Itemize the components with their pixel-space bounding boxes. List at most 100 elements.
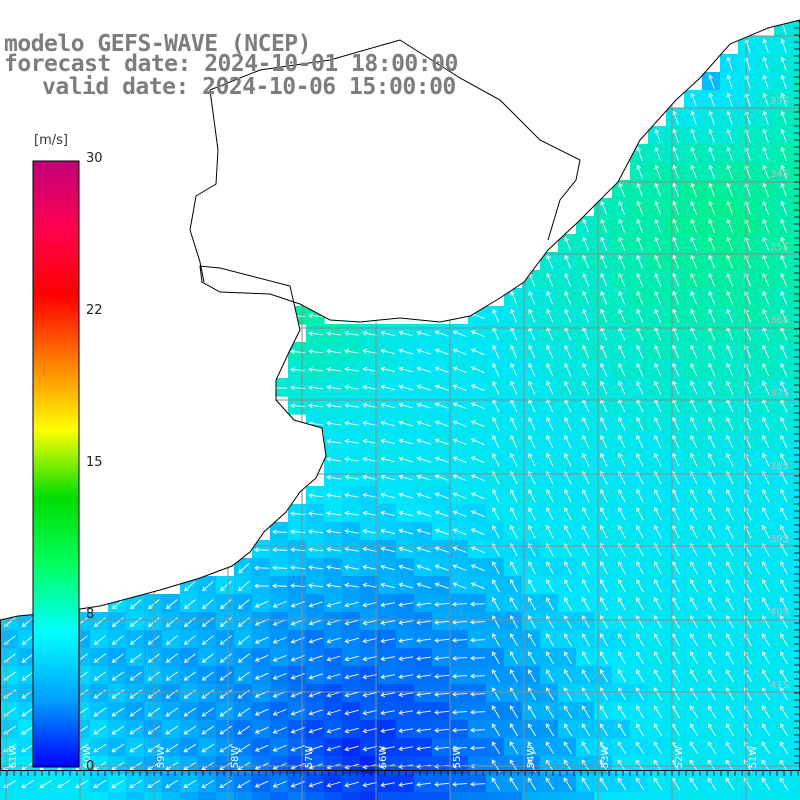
wind-arrow: [399, 511, 413, 517]
wind-arrow-head: [780, 92, 786, 98]
wind-arrow: [781, 39, 787, 53]
field-cell: [414, 594, 433, 613]
wind-arrow: [564, 525, 572, 539]
wind-arrow-head: [3, 658, 9, 663]
wind-arrow-head: [780, 128, 786, 134]
wind-arrow-head: [434, 366, 440, 372]
wind-arrow: [381, 547, 395, 553]
wind-arrow: [237, 707, 251, 717]
wind-arrow-head: [708, 290, 713, 296]
wind-arrow-head: [636, 597, 641, 602]
wind-arrow: [726, 507, 734, 521]
wind-arrow-head: [344, 402, 350, 408]
wind-arrow-head: [654, 344, 659, 350]
wind-arrow: [417, 367, 431, 373]
wind-arrow: [327, 691, 341, 697]
field-cell: [36, 792, 55, 800]
wind-arrow-head: [762, 56, 768, 62]
wind-arrow-head: [254, 621, 260, 626]
wind-arrow-head: [707, 741, 713, 747]
field-cell: [216, 666, 235, 685]
wind-arrow: [673, 111, 679, 125]
wind-arrow: [184, 599, 196, 609]
wind-arrow-head: [564, 344, 569, 350]
field-cell: [504, 792, 523, 800]
wind-arrow: [290, 386, 306, 390]
field-cell: [144, 774, 163, 793]
wind-arrow-head: [564, 236, 569, 242]
wind-arrow: [453, 547, 467, 553]
field-cell: [216, 720, 235, 739]
wind-arrow-head: [707, 687, 713, 692]
wind-arrow-head: [545, 633, 551, 638]
field-cell: [324, 360, 343, 379]
wind-arrow: [202, 689, 214, 699]
wind-arrow-head: [707, 723, 713, 729]
wind-arrow: [780, 345, 788, 359]
wind-arrow: [545, 741, 555, 755]
lon-label: 61W: [8, 746, 19, 769]
wind-arrow: [599, 705, 609, 719]
wind-arrow-head: [708, 200, 713, 206]
wind-arrow: [780, 273, 788, 287]
wind-arrow-head: [672, 579, 677, 584]
wind-arrow: [708, 651, 716, 665]
field-cell: [360, 342, 379, 361]
wind-arrow-head: [129, 712, 135, 717]
wind-arrow-head: [290, 367, 295, 373]
wind-arrow-head: [689, 741, 695, 747]
wind-arrow: [345, 512, 359, 516]
wind-arrow: [546, 597, 554, 611]
wind-arrow: [761, 777, 771, 791]
wind-arrow-head: [147, 658, 153, 663]
wind-arrow-head: [672, 597, 677, 602]
field-cell: [342, 774, 361, 793]
wind-arrow: [492, 363, 500, 377]
field-cell: [144, 720, 163, 739]
field-cell: [234, 666, 253, 685]
wind-arrow: [564, 363, 572, 377]
wind-arrow-head: [744, 308, 749, 314]
wind-arrow: [637, 165, 643, 179]
field-cell: [252, 612, 271, 631]
wind-arrow-head: [672, 236, 677, 242]
field-cell: [378, 576, 397, 595]
wind-arrow: [654, 237, 662, 251]
wind-arrow-head: [147, 604, 153, 610]
field-cell: [792, 594, 800, 613]
wind-arrow-head: [147, 712, 153, 717]
field-cell: [396, 504, 415, 523]
wind-arrow-head: [546, 344, 551, 350]
wind-arrow-head: [344, 728, 350, 734]
wind-arrow: [708, 561, 716, 575]
wind-arrow: [672, 291, 680, 305]
wind-arrow: [654, 453, 662, 467]
field-cell: [288, 630, 307, 649]
wind-arrow-head: [780, 434, 785, 440]
field-cell: [432, 738, 451, 757]
wind-arrow-head: [308, 331, 313, 336]
field-cell: [270, 594, 289, 613]
wind-arrow: [690, 561, 698, 575]
wind-arrow: [672, 255, 680, 269]
wind-arrow-head: [344, 710, 350, 716]
field-cell: [162, 792, 181, 800]
wind-arrow-head: [599, 651, 605, 656]
field-cell: [342, 378, 361, 397]
wind-arrow-head: [254, 783, 260, 788]
wind-arrow: [184, 653, 196, 663]
wind-arrow: [708, 453, 716, 467]
field-cell: [360, 540, 379, 559]
wind-arrow: [582, 417, 590, 431]
wind-arrow-head: [452, 402, 458, 407]
wind-arrow-head: [636, 290, 641, 296]
wind-arrow-head: [147, 676, 153, 681]
wind-arrow-head: [93, 622, 99, 627]
wind-arrow: [381, 367, 395, 373]
wind-arrow: [435, 457, 449, 463]
field-cell: [306, 648, 325, 667]
wind-arrow: [510, 399, 518, 413]
wind-arrow: [453, 331, 467, 337]
field-cell: [414, 378, 433, 397]
wind-arrow-head: [744, 254, 749, 260]
